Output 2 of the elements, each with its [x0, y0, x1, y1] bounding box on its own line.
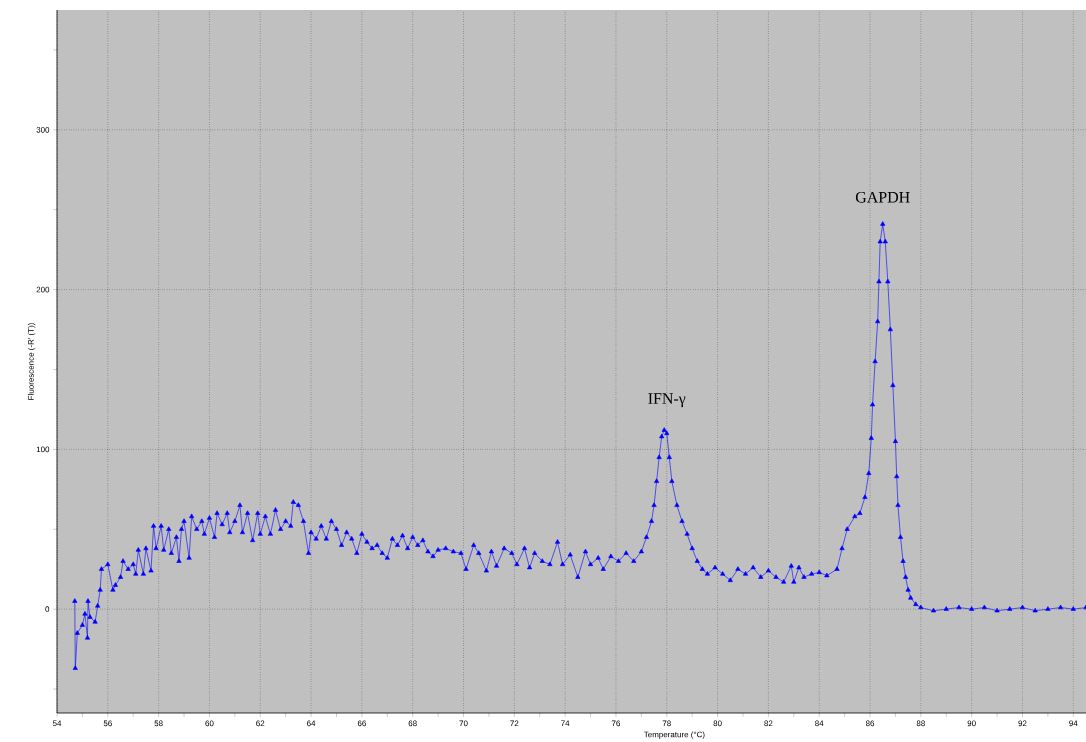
annotation: IFN-γ: [648, 393, 686, 408]
annotation: GAPDH: [855, 191, 910, 203]
